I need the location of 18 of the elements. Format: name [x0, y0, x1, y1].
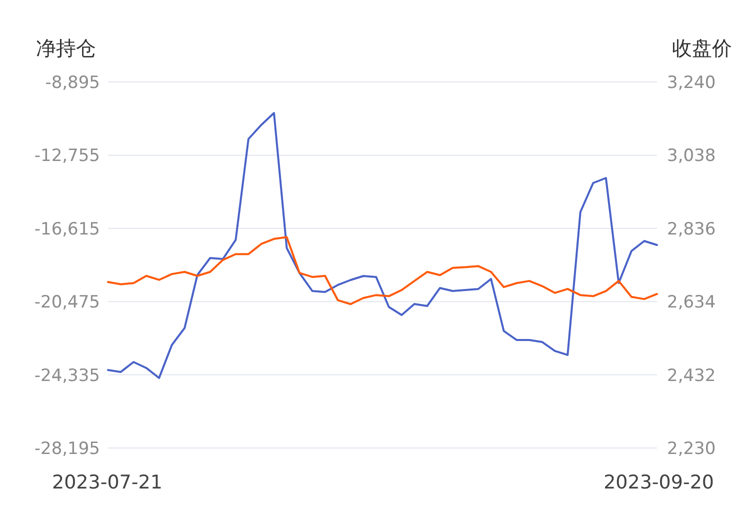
x-tick-label: 2023-07-21: [52, 472, 162, 494]
y-axis-title: 净持仓: [36, 36, 96, 60]
x-tick-label: 2023-09-20: [604, 472, 714, 494]
y2-tick-label: 2,634: [667, 292, 716, 313]
y2-axis-title: 收盘价: [672, 36, 732, 60]
line-series: [107, 112, 658, 379]
y2-tick-label: 2,836: [667, 219, 716, 240]
y-tick-label: -20,475: [34, 292, 100, 313]
y-tick-label: -8,895: [45, 72, 100, 93]
y-tick-label: -16,615: [34, 219, 100, 240]
y-tick-label: -28,195: [34, 438, 100, 459]
y2-tick-label: 2,230: [667, 438, 716, 459]
y2-tick-label: 3,240: [667, 72, 716, 93]
y2-tick-label: 2,432: [667, 366, 716, 386]
y2-tick-label: 3,038: [667, 146, 716, 166]
y-tick-label: -24,335: [34, 366, 100, 386]
y-tick-label: -12,755: [34, 146, 100, 166]
line-series: [107, 236, 658, 306]
